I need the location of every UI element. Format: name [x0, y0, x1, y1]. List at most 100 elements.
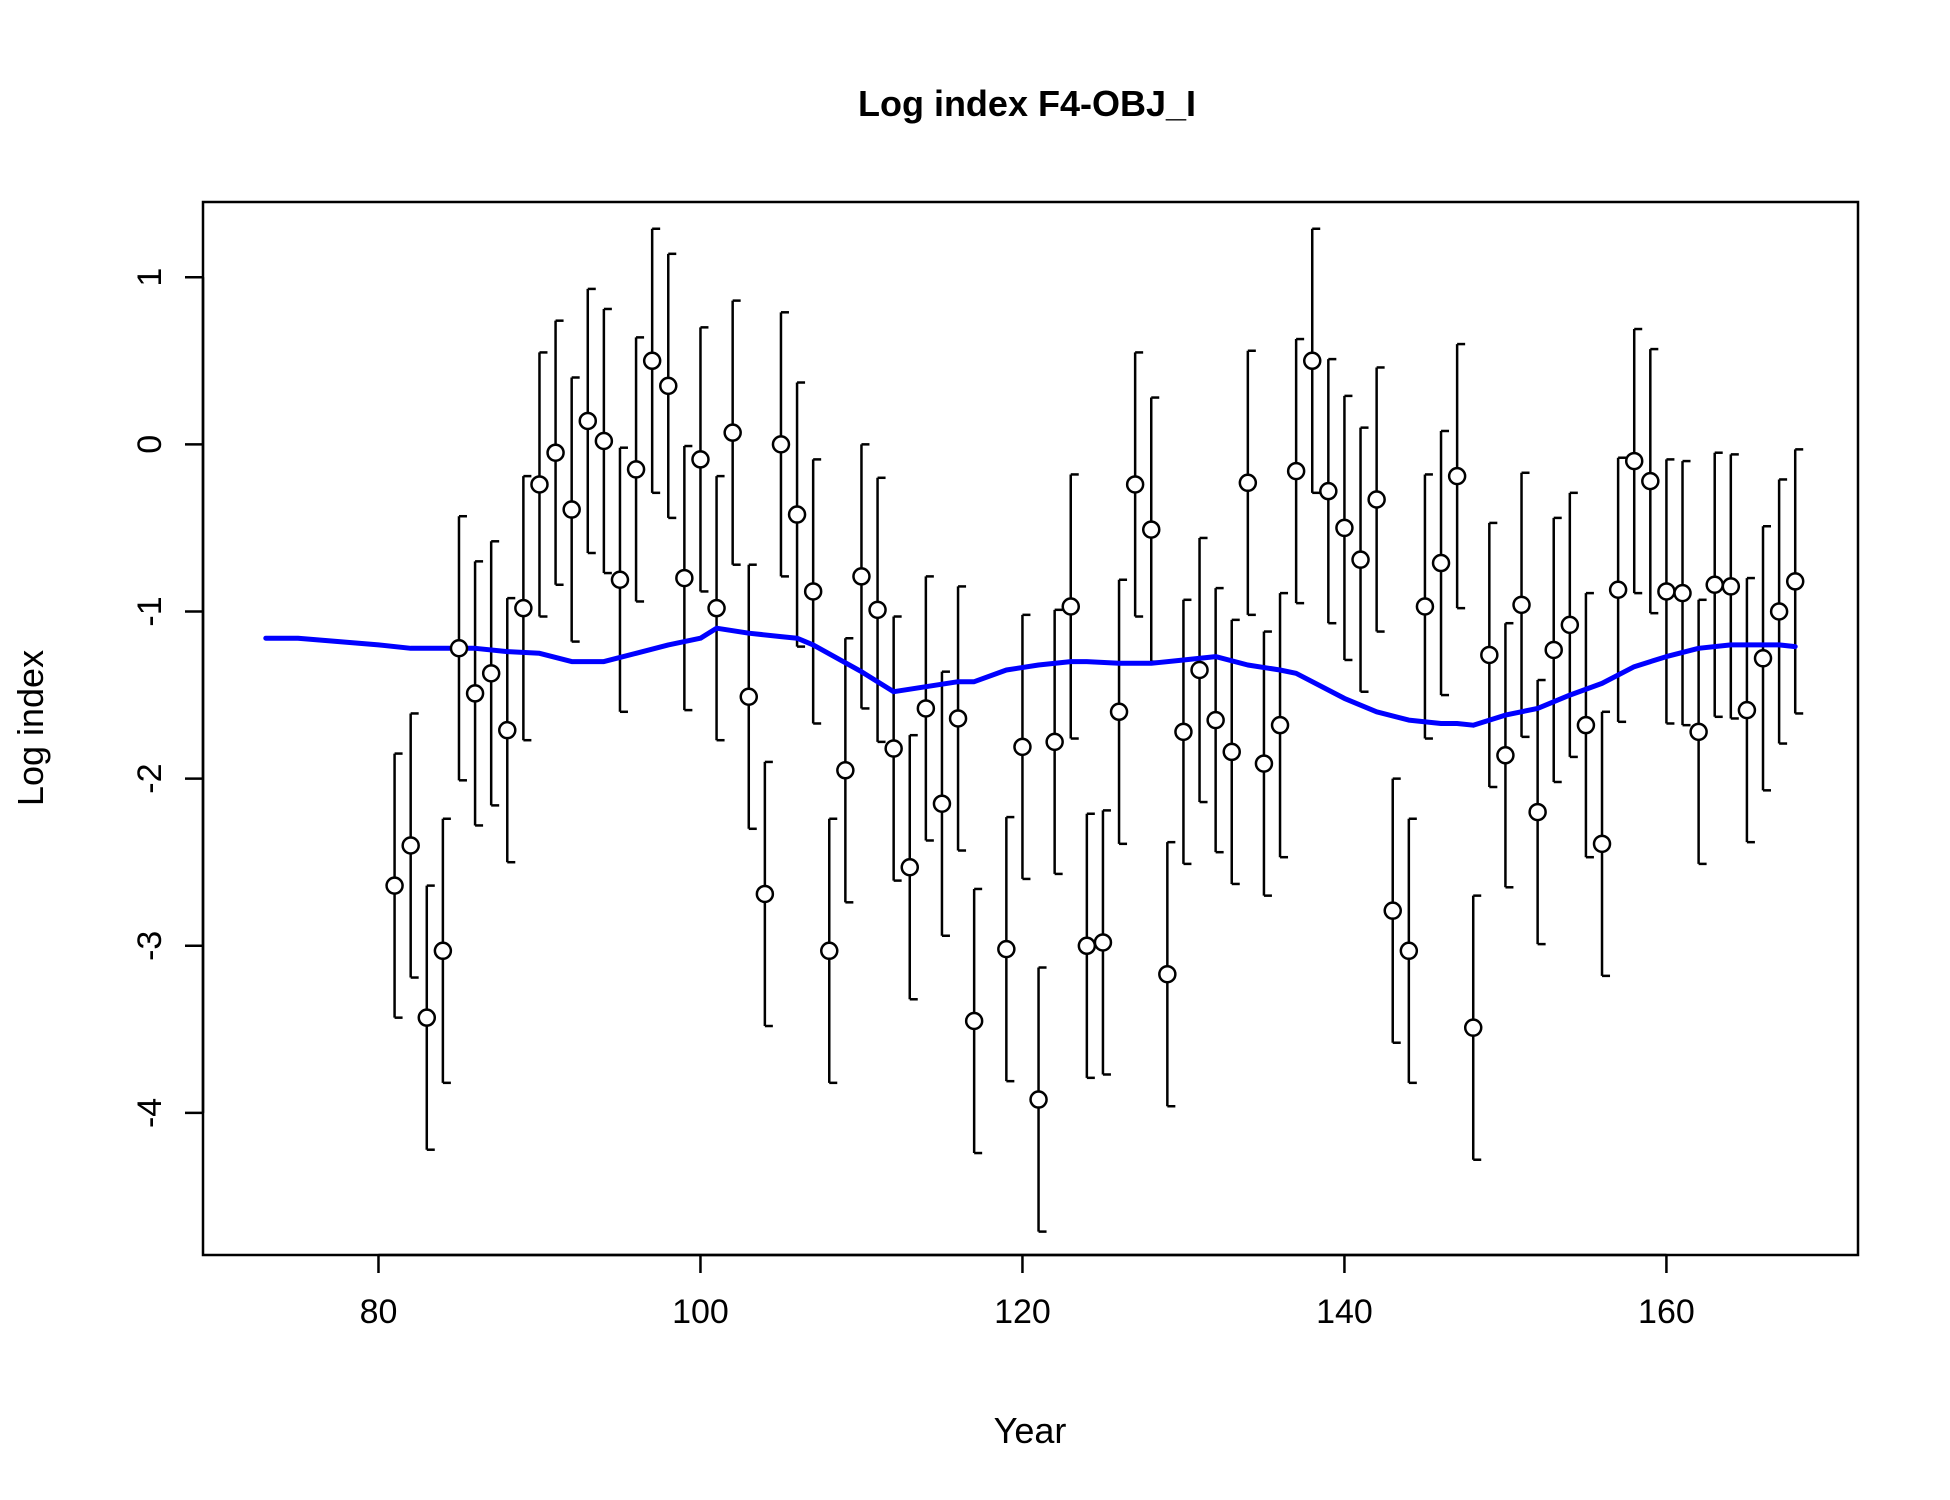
data-point [1286, 461, 1306, 481]
x-tick-label: 80 [360, 1293, 398, 1331]
data-point [1512, 595, 1531, 615]
data-point [1705, 575, 1724, 595]
data-point [820, 941, 839, 961]
data-point [385, 876, 404, 895]
data-point [642, 351, 662, 371]
data-point [1029, 1090, 1048, 1109]
data-point [562, 500, 581, 519]
data-point [401, 836, 420, 855]
data-point [852, 567, 871, 586]
data-point [1351, 550, 1370, 569]
data-point [932, 794, 952, 813]
data-point [739, 687, 759, 706]
data-point [1399, 941, 1419, 961]
data-points [385, 351, 1805, 1109]
data-point [1753, 649, 1773, 668]
data-point [1721, 577, 1741, 596]
data-point [1141, 520, 1161, 539]
data-point [916, 699, 936, 718]
data-point [948, 709, 968, 728]
data-point [691, 450, 710, 469]
data-point [1013, 737, 1032, 757]
data-point [1254, 754, 1274, 773]
data-point [610, 570, 630, 589]
data-point [836, 761, 855, 780]
data-point [449, 639, 469, 658]
data-point [1447, 466, 1467, 486]
data-point [1608, 580, 1628, 600]
y-axis: -4 -3 -2 -1 0 1 [131, 268, 205, 1128]
data-point [1641, 471, 1660, 491]
data-point [675, 568, 694, 588]
data-point [1592, 834, 1612, 854]
y-tick-label: -1 [131, 596, 169, 626]
data-point [498, 720, 517, 740]
data-point [964, 1011, 984, 1031]
data-point [481, 664, 501, 683]
data-point [1415, 597, 1435, 616]
data-point [787, 505, 807, 524]
data-point [1061, 597, 1080, 616]
data-point [465, 684, 485, 703]
data-point [530, 475, 549, 494]
data-point [723, 423, 742, 442]
data-point [1769, 602, 1789, 621]
data-point [884, 739, 903, 758]
data-point [1785, 572, 1805, 591]
x-tick-label: 160 [1638, 1293, 1695, 1331]
data-point [1238, 473, 1258, 493]
data-point [1045, 732, 1064, 752]
data-point [707, 598, 726, 618]
data-point [803, 582, 823, 601]
data-point [433, 941, 453, 961]
data-point [1480, 645, 1499, 665]
data-point [755, 884, 775, 904]
chart-title: Log index F4-OBJ_I [858, 83, 1196, 124]
data-point [1463, 1018, 1483, 1037]
data-point [1190, 660, 1209, 680]
fit-line [263, 625, 1798, 728]
data-point [1737, 700, 1757, 720]
x-tick-label: 100 [672, 1293, 729, 1331]
x-tick-label: 120 [994, 1293, 1051, 1331]
data-point [900, 857, 920, 877]
data-point [1576, 715, 1596, 735]
data-point [1335, 518, 1354, 538]
data-point [1560, 615, 1580, 635]
y-tick-label: -4 [131, 1098, 169, 1128]
data-point [626, 460, 646, 479]
x-axis: 80 100 120 140 160 [360, 1253, 1695, 1331]
x-axis-label: Year [994, 1410, 1067, 1451]
data-point [1125, 475, 1145, 494]
y-tick-label: -3 [131, 931, 169, 961]
data-point [1383, 901, 1402, 920]
data-point [594, 431, 614, 451]
data-point [1431, 553, 1451, 573]
data-point [1158, 964, 1177, 984]
data-point [771, 435, 791, 454]
data-point [1528, 802, 1547, 822]
data-point [1319, 481, 1338, 501]
data-point [1270, 715, 1290, 735]
y-tick-label: -2 [131, 764, 169, 794]
data-point [1689, 722, 1708, 742]
data-point [1673, 583, 1692, 603]
data-point [1496, 745, 1515, 765]
data-point [1174, 722, 1193, 742]
data-point [997, 939, 1016, 959]
y-tick-label: 0 [131, 435, 169, 454]
data-point [546, 443, 565, 462]
y-tick-label: 1 [131, 268, 169, 287]
fit-line-group [263, 625, 1798, 728]
data-point [1657, 582, 1676, 601]
data-point [1624, 451, 1644, 471]
data-point [1077, 936, 1097, 956]
data-point [1222, 742, 1241, 762]
data-point [1109, 702, 1129, 722]
y-axis-label: Log index [10, 650, 51, 806]
data-point [1206, 710, 1225, 730]
data-point [659, 376, 678, 396]
data-point [514, 598, 533, 618]
